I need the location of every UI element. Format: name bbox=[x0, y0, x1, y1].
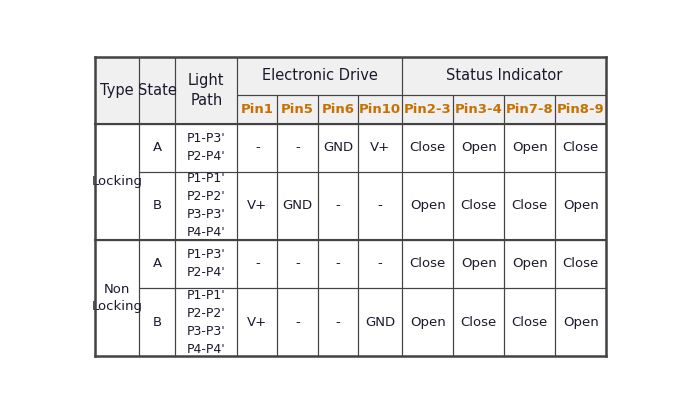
Text: Close: Close bbox=[512, 316, 548, 329]
Text: -: - bbox=[336, 258, 341, 270]
Text: B: B bbox=[153, 199, 161, 212]
Bar bbox=[504, 94, 555, 124]
Text: V+: V+ bbox=[248, 199, 267, 212]
Bar bbox=[237, 94, 278, 124]
Text: -: - bbox=[378, 199, 382, 212]
Text: -: - bbox=[295, 141, 300, 154]
Text: Open: Open bbox=[512, 141, 548, 154]
Text: Open: Open bbox=[461, 141, 497, 154]
Text: -: - bbox=[378, 258, 382, 270]
Text: -: - bbox=[255, 141, 260, 154]
Text: Pin7-8: Pin7-8 bbox=[506, 103, 553, 116]
Bar bbox=[175, 57, 237, 124]
Bar bbox=[402, 94, 453, 124]
Text: Pin1: Pin1 bbox=[241, 103, 274, 116]
Text: P1-P1'
P2-P2'
P3-P3'
P4-P4': P1-P1' P2-P2' P3-P3' P4-P4' bbox=[187, 289, 226, 356]
Text: Status Indicator: Status Indicator bbox=[446, 68, 562, 83]
Text: P1-P3'
P2-P4': P1-P3' P2-P4' bbox=[187, 132, 226, 163]
Text: B: B bbox=[153, 316, 161, 329]
Bar bbox=[95, 57, 139, 124]
Text: Open: Open bbox=[512, 258, 548, 270]
Text: -: - bbox=[295, 316, 300, 329]
Text: Close: Close bbox=[460, 316, 497, 329]
Text: Open: Open bbox=[410, 199, 445, 212]
Text: -: - bbox=[336, 199, 341, 212]
Bar bbox=[318, 94, 358, 124]
Text: Close: Close bbox=[563, 141, 599, 154]
Text: Open: Open bbox=[563, 316, 598, 329]
Text: GND: GND bbox=[282, 199, 313, 212]
Bar bbox=[358, 94, 402, 124]
Text: Open: Open bbox=[563, 199, 598, 212]
Text: A: A bbox=[153, 258, 161, 270]
Bar bbox=[139, 57, 175, 124]
Text: P1-P3'
P2-P4': P1-P3' P2-P4' bbox=[187, 249, 226, 279]
Text: Close: Close bbox=[410, 141, 446, 154]
Text: V+: V+ bbox=[370, 141, 390, 154]
Bar bbox=[555, 94, 606, 124]
Text: Pin2-3: Pin2-3 bbox=[404, 103, 451, 116]
Text: P1-P1'
P2-P2'
P3-P3'
P4-P4': P1-P1' P2-P2' P3-P3' P4-P4' bbox=[187, 172, 226, 239]
Text: GND: GND bbox=[365, 316, 395, 329]
Text: Open: Open bbox=[410, 316, 445, 329]
Text: -: - bbox=[255, 258, 260, 270]
Text: Pin3-4: Pin3-4 bbox=[455, 103, 503, 116]
Text: Close: Close bbox=[512, 199, 548, 212]
Text: -: - bbox=[295, 258, 300, 270]
Text: Pin5: Pin5 bbox=[281, 103, 314, 116]
Bar bbox=[453, 94, 504, 124]
Bar bbox=[237, 57, 402, 94]
Text: GND: GND bbox=[323, 141, 353, 154]
Bar bbox=[278, 94, 318, 124]
Text: Close: Close bbox=[563, 258, 599, 270]
Text: State: State bbox=[137, 83, 176, 98]
Text: V+: V+ bbox=[248, 316, 267, 329]
Text: Close: Close bbox=[460, 199, 497, 212]
Text: Locking: Locking bbox=[92, 175, 142, 188]
Text: Non
Locking: Non Locking bbox=[92, 283, 142, 313]
Text: -: - bbox=[336, 316, 341, 329]
Text: Light
Path: Light Path bbox=[188, 73, 224, 108]
Text: Close: Close bbox=[410, 258, 446, 270]
Bar bbox=[402, 57, 606, 94]
Text: Electronic Drive: Electronic Drive bbox=[262, 68, 378, 83]
Text: Pin8-9: Pin8-9 bbox=[557, 103, 605, 116]
Text: A: A bbox=[153, 141, 161, 154]
Text: Pin6: Pin6 bbox=[321, 103, 354, 116]
Text: Pin10: Pin10 bbox=[359, 103, 401, 116]
Text: Open: Open bbox=[461, 258, 497, 270]
Text: Type: Type bbox=[100, 83, 133, 98]
